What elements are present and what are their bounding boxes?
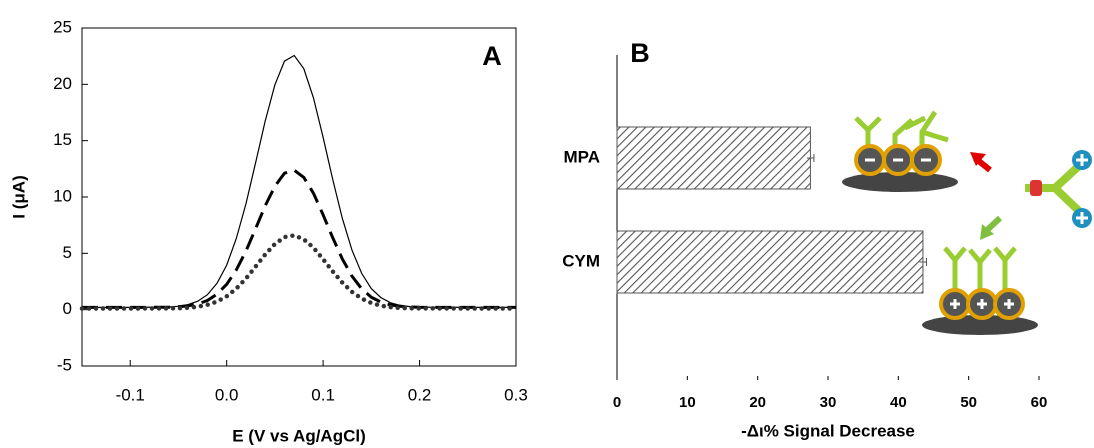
x-tick-label: 0.0 [215, 385, 239, 404]
x-tick-label: 40 [890, 394, 907, 411]
bar [616, 230, 924, 294]
y-tick-label: 15 [53, 130, 72, 149]
x-tick-label: 0.3 [504, 385, 528, 404]
y-tick-label: 5 [63, 243, 72, 262]
x-tick-label: 50 [960, 394, 977, 411]
y-tick-label: 0 [63, 299, 72, 318]
x-axis-title: E (V vs Ag/AgCl) [232, 426, 366, 445]
bar [616, 126, 811, 190]
illustration-antibody [970, 150, 1092, 240]
plot-frame [81, 27, 517, 367]
illustration-negative [842, 110, 958, 192]
panel-label: A [482, 41, 502, 71]
panel-label: B [630, 38, 650, 68]
category-label: MPA [563, 147, 600, 166]
line-series [79, 233, 519, 311]
x-tick-label: 30 [820, 394, 837, 411]
error-bar [806, 154, 815, 162]
illustration-positive [922, 246, 1038, 335]
line-series [82, 54, 516, 308]
line-series [82, 168, 516, 309]
x-tick-label: 20 [749, 394, 766, 411]
y-tick-label: 25 [53, 17, 72, 36]
x-tick-label: 0.1 [311, 385, 335, 404]
y-axis-title: I (μA) [9, 175, 28, 218]
error-bar [919, 258, 927, 266]
x-tick-label: 0.2 [408, 385, 432, 404]
x-tick-label: -0.1 [116, 385, 145, 404]
category-label: CYM [562, 251, 600, 270]
y-tick-label: -5 [57, 355, 72, 374]
y-tick-label: 20 [53, 74, 72, 93]
y-tick-label: 10 [53, 186, 72, 205]
x-axis-title: -Δι% Signal Decrease [741, 421, 915, 440]
x-tick-label: 0 [613, 394, 621, 411]
x-tick-label: 10 [679, 394, 696, 411]
x-tick-label: 60 [1031, 394, 1048, 411]
